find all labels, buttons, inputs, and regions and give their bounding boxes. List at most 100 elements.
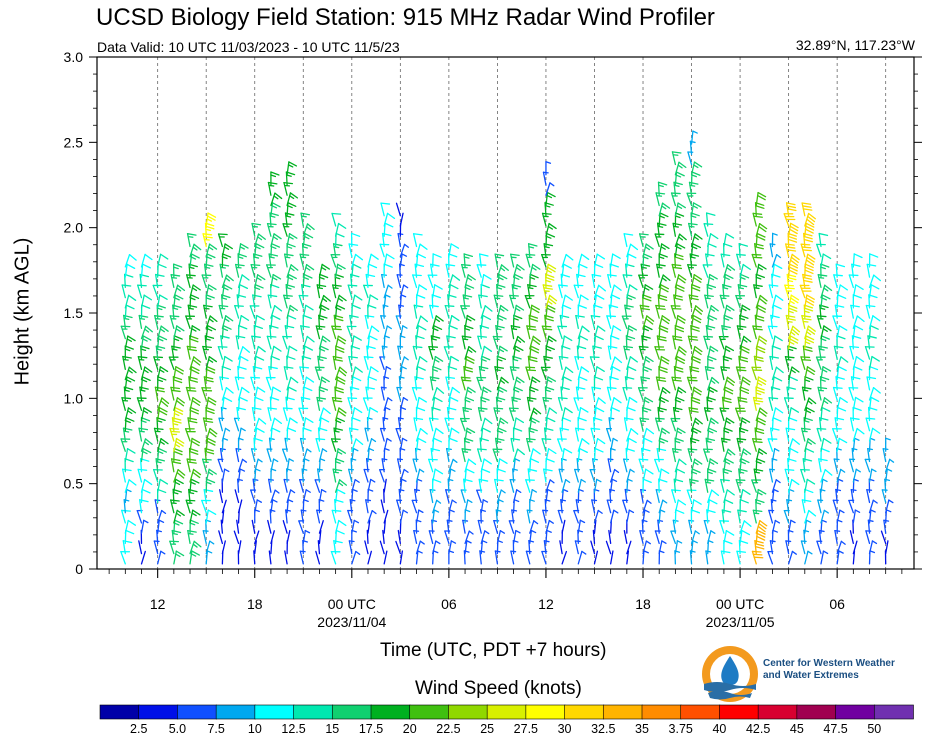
- wind-barb: [852, 253, 863, 268]
- wind-barb: [626, 396, 638, 411]
- wind-barb: [205, 356, 218, 370]
- colorbar: 2.5 5.0 7.5 10 12.5 15 17.5 20 22.5 25 27.5 30 32.5 3…: [99, 704, 914, 736]
- wind-barb: [545, 191, 556, 207]
- colorbar-swatch-7: [370, 704, 411, 720]
- wind-barb: [755, 448, 767, 463]
- wind-barb: [286, 304, 298, 319]
- wind-barb: [157, 478, 169, 493]
- wind-barb: [221, 355, 233, 370]
- wind-barb: [545, 222, 557, 237]
- wind-barb: [448, 315, 460, 330]
- wind-barb: [835, 488, 842, 504]
- wind-barb: [237, 346, 251, 360]
- wind-barb: [380, 499, 385, 514]
- wind-barb: [464, 540, 472, 555]
- wind-barb: [286, 499, 294, 514]
- wind-barb: [707, 273, 718, 289]
- wind-barb: [221, 540, 226, 555]
- wind-barb: [189, 284, 201, 299]
- y-tick-label-0: 0: [75, 561, 83, 577]
- wind-barb: [383, 509, 389, 524]
- wind-barb: [510, 325, 521, 340]
- wind-barb: [801, 315, 812, 330]
- wind-barb: [415, 243, 428, 258]
- wind-barb: [755, 263, 767, 278]
- wind-barb: [334, 448, 347, 463]
- wind-barb: [752, 438, 763, 452]
- wind-barb: [189, 243, 202, 258]
- x-tick-date-2: 2023/11/04: [317, 614, 386, 630]
- wind-barb: [154, 315, 164, 330]
- colorbar-label-5: 15: [325, 722, 339, 736]
- wind-barb: [755, 376, 767, 391]
- wind-barb: [267, 407, 278, 422]
- x-tick-label-1: 18: [247, 596, 263, 612]
- wind-barb: [771, 263, 783, 278]
- logo-wave-icon-2: [708, 691, 752, 700]
- wind-barb: [317, 540, 321, 555]
- wind-barb: [121, 509, 131, 524]
- wind-barb: [254, 458, 263, 473]
- wind-barb: [140, 366, 153, 381]
- wind-barb: [704, 366, 715, 381]
- wind-barb: [367, 509, 377, 524]
- wind-barb: [707, 386, 718, 401]
- wind-barb: [332, 284, 342, 299]
- colorbar-swatch-9: [448, 704, 488, 720]
- wind-barb: [801, 499, 812, 514]
- wind-barb: [448, 396, 459, 411]
- wind-barb: [610, 509, 619, 524]
- wind-barb: [464, 499, 473, 514]
- wind-barb: [299, 253, 310, 268]
- wind-barb: [817, 499, 824, 514]
- wind-barb: [751, 550, 764, 565]
- wind-barb: [866, 263, 877, 278]
- wind-barb: [671, 151, 682, 166]
- wind-barb: [703, 519, 710, 534]
- wind-barb: [545, 407, 558, 422]
- wind-barb: [771, 407, 784, 422]
- wind-barb: [868, 253, 879, 268]
- wind-barb: [302, 232, 314, 248]
- y-tick-label-6: 3.0: [64, 49, 84, 65]
- wind-barb: [367, 325, 380, 340]
- wind-barb: [768, 397, 779, 411]
- wind-barb: [480, 427, 491, 442]
- wind-barb: [286, 264, 299, 278]
- wind-barb: [512, 304, 525, 319]
- wind-barb: [205, 427, 218, 442]
- wind-barb: [157, 438, 169, 452]
- wind-barb: [658, 243, 670, 258]
- wind-barb: [202, 233, 213, 248]
- wind-barb: [736, 325, 747, 340]
- wind-barb: [642, 509, 650, 524]
- wind-barb: [804, 519, 812, 534]
- wind-barb: [267, 519, 272, 534]
- wind-barb: [739, 529, 751, 545]
- wind-barb: [593, 397, 606, 411]
- wind-barb: [723, 386, 734, 401]
- wind-barb: [348, 356, 359, 370]
- wind-barb: [395, 202, 401, 217]
- wind-barb: [480, 530, 490, 545]
- wind-barb: [832, 386, 843, 401]
- wind-barb: [397, 529, 401, 545]
- wind-barb: [820, 397, 833, 411]
- wind-barb: [836, 540, 846, 555]
- wind-barb: [496, 458, 508, 473]
- colorbar-swatch-8: [409, 704, 450, 720]
- wind-barb: [590, 540, 596, 555]
- wind-barb: [332, 355, 343, 370]
- wind-barb: [593, 478, 602, 493]
- wind-barb: [203, 488, 214, 504]
- wind-barb: [189, 365, 200, 381]
- wind-barb: [768, 284, 779, 299]
- wind-barb: [448, 284, 459, 299]
- colorbar-swatch-19: [835, 704, 876, 720]
- wind-barb: [480, 417, 493, 432]
- wind-barb: [383, 406, 391, 422]
- wind-barb: [138, 427, 149, 442]
- wind-barb: [820, 325, 832, 340]
- wind-barb: [367, 438, 377, 452]
- wind-barb: [268, 366, 278, 381]
